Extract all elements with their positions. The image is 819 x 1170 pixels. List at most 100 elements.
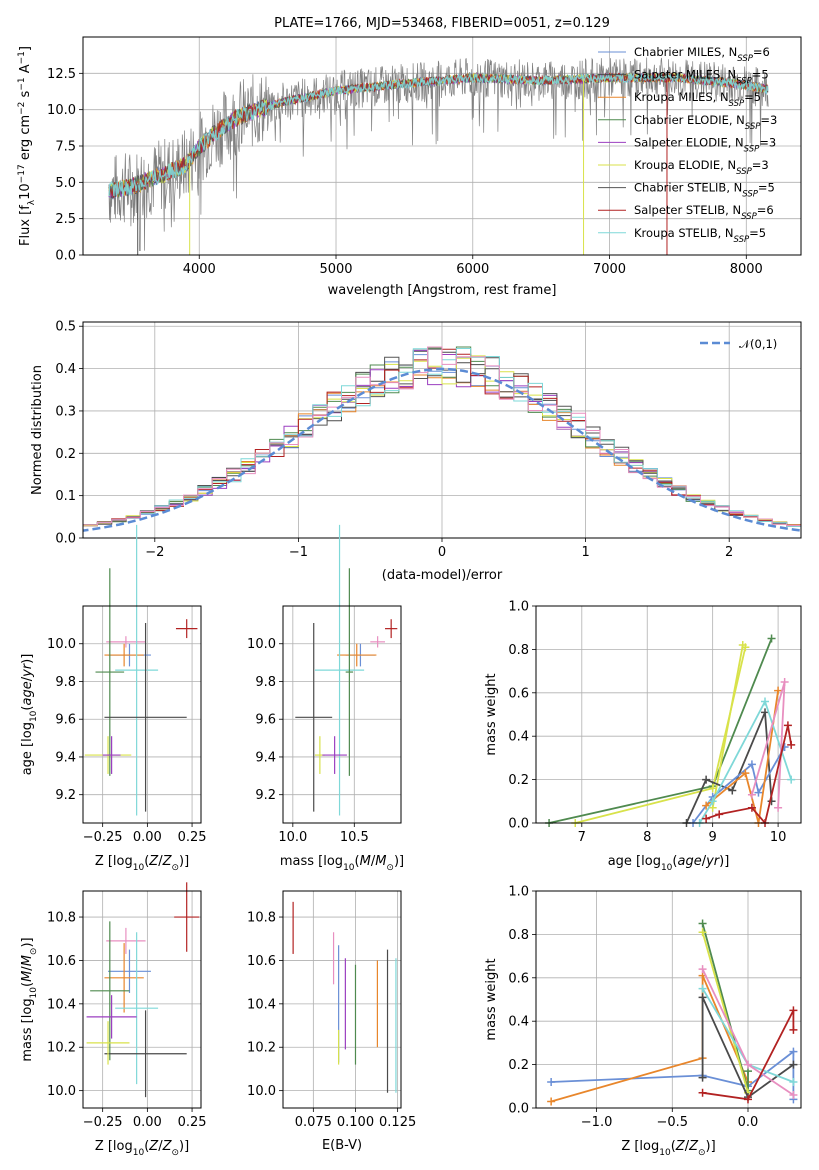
x-tick-label: −0.25 bbox=[83, 830, 123, 845]
legend-label: 𝒩(0,1) bbox=[739, 337, 777, 351]
y-tick-label: 0.0 bbox=[55, 249, 76, 264]
weight-point bbox=[774, 686, 783, 695]
weight-point bbox=[698, 984, 707, 993]
x-tick-label: 0.00 bbox=[133, 1115, 162, 1130]
weight-point bbox=[780, 677, 789, 686]
x-tick-label: 1 bbox=[581, 545, 589, 560]
weight-point bbox=[698, 965, 707, 974]
y-tick-label: 9.4 bbox=[55, 750, 76, 765]
y-tick-label: 10.2 bbox=[247, 1041, 276, 1056]
y-tick-label: 0.4 bbox=[508, 730, 529, 745]
weight-series bbox=[711, 644, 744, 808]
weight-point bbox=[767, 634, 776, 643]
chart-weight-vs-Z: −1.0 −0.5 0.0 0.0 0.2 0.4 0.6 0.8 1.0 Z [log10(Z/… bbox=[484, 885, 802, 1158]
x-tick-label: 0 bbox=[438, 545, 446, 560]
x-tick-label: 7000 bbox=[593, 262, 626, 277]
plot-area bbox=[545, 634, 796, 827]
weight-point bbox=[738, 641, 747, 650]
weight-series bbox=[702, 1009, 795, 1101]
y-tick-label: 2.5 bbox=[55, 212, 76, 227]
x-tick-label: 10.0 bbox=[278, 830, 307, 845]
x-tick-label: 6000 bbox=[456, 262, 489, 277]
plot-area bbox=[292, 901, 397, 1093]
weight-point bbox=[744, 1095, 752, 1104]
x-tick-label: 4000 bbox=[183, 262, 216, 277]
x-tick-label: 0.0 bbox=[738, 1115, 759, 1130]
y-tick-label: 0.6 bbox=[508, 971, 529, 986]
weight-point bbox=[789, 1060, 798, 1069]
x-tick-label: 10.5 bbox=[340, 830, 369, 845]
weight-point bbox=[747, 790, 756, 799]
plot-area bbox=[108, 57, 769, 255]
x-tick-label: 0.25 bbox=[178, 1115, 207, 1130]
weight-point bbox=[787, 740, 796, 749]
plot-area bbox=[295, 524, 398, 816]
plot-area bbox=[547, 919, 798, 1106]
y-tick-label: 0.8 bbox=[508, 643, 529, 658]
x-tick-label: 8000 bbox=[730, 262, 763, 277]
y-tick-label: 10.0 bbox=[47, 637, 76, 652]
weight-point bbox=[789, 1006, 798, 1015]
x-tick-label: 7 bbox=[578, 830, 586, 845]
weight-point bbox=[698, 919, 707, 928]
y-tick-label: 0.4 bbox=[508, 1015, 529, 1030]
x-tick-label: −0.25 bbox=[83, 1115, 123, 1130]
x-tick-label: 0.00 bbox=[133, 830, 162, 845]
y-tick-label: 9.2 bbox=[255, 788, 276, 803]
axes-frame bbox=[535, 605, 802, 824]
weight-point bbox=[761, 697, 770, 706]
y-tick-label: 7.5 bbox=[55, 140, 76, 155]
y-tick-label: 1.0 bbox=[508, 885, 529, 900]
y-axis-label: age [log10(age/yr)] bbox=[20, 654, 39, 776]
y-axis-label: mass weight bbox=[484, 673, 499, 755]
weight-point bbox=[761, 708, 770, 717]
axes-frame bbox=[82, 36, 802, 256]
y-tick-label: 10.6 bbox=[47, 954, 76, 969]
y-tick-label: 10.4 bbox=[247, 997, 276, 1012]
axes-frame bbox=[535, 890, 802, 1109]
x-tick-label: −1 bbox=[289, 545, 308, 560]
weight-point bbox=[744, 1060, 752, 1069]
x-axis-label: Z [log10(Z/Z⊙)] bbox=[95, 1139, 189, 1158]
y-tick-label: 0.6 bbox=[508, 686, 529, 701]
axes-frame bbox=[282, 605, 402, 824]
y-tick-label: 10.8 bbox=[247, 911, 276, 926]
plot-area bbox=[84, 524, 198, 816]
y-tick-label: 0.3 bbox=[55, 404, 76, 419]
histogram-series bbox=[83, 346, 801, 529]
axes-frame bbox=[82, 890, 202, 1109]
y-tick-label: 10.2 bbox=[47, 1041, 76, 1056]
weight-point bbox=[702, 814, 711, 823]
axes-frame bbox=[82, 605, 202, 824]
x-tick-label: 5000 bbox=[319, 262, 352, 277]
weight-point bbox=[787, 775, 796, 784]
chart-mass-vs-ebv: 0.075 0.100 0.125 10.0 10.2 10.4 10.6 10.8 E(B-V… bbox=[247, 890, 416, 1153]
normal-curve bbox=[83, 367, 801, 532]
x-axis-label: E(B-V) bbox=[322, 1138, 362, 1153]
weight-point bbox=[698, 928, 707, 937]
x-axis-label: mass [log10(M/M⊙)] bbox=[280, 854, 404, 873]
chart-weight-vs-age: 7 8 9 10 0.0 0.2 0.4 0.6 0.8 1.0 age [log10(age/yr… bbox=[484, 600, 802, 873]
weight-point bbox=[754, 788, 763, 797]
weight-series bbox=[701, 931, 749, 1094]
y-tick-label: 0.8 bbox=[508, 928, 529, 943]
y-tick-label: 0.0 bbox=[508, 1102, 529, 1117]
y-axis-label: Flux [fλ10−17 erg cm−2 s−1 A−1] bbox=[17, 46, 37, 246]
y-tick-label: 10.0 bbox=[247, 637, 276, 652]
chart-age-vs-Z: −0.25 0.00 0.25 9.2 9.4 9.6 9.8 10.0 Z [log10(Z/… bbox=[20, 524, 207, 873]
model-spectrum bbox=[108, 71, 769, 197]
weight-point bbox=[547, 1077, 556, 1086]
y-tick-label: 0.2 bbox=[508, 773, 529, 788]
x-tick-label: 10 bbox=[770, 830, 787, 845]
y-tick-label: 1.0 bbox=[508, 600, 529, 615]
weight-point bbox=[783, 721, 792, 730]
axes-frame bbox=[82, 321, 802, 539]
y-tick-label: 0.2 bbox=[55, 447, 76, 462]
y-tick-label: 9.6 bbox=[255, 713, 276, 728]
x-axis-label: age [log10(age/yr)] bbox=[608, 854, 730, 873]
x-tick-label: 9 bbox=[709, 830, 717, 845]
y-tick-label: 10.0 bbox=[47, 1084, 76, 1099]
y-tick-label: 10.8 bbox=[47, 911, 76, 926]
grid bbox=[83, 891, 201, 1108]
x-tick-label: 0.100 bbox=[337, 1115, 374, 1130]
